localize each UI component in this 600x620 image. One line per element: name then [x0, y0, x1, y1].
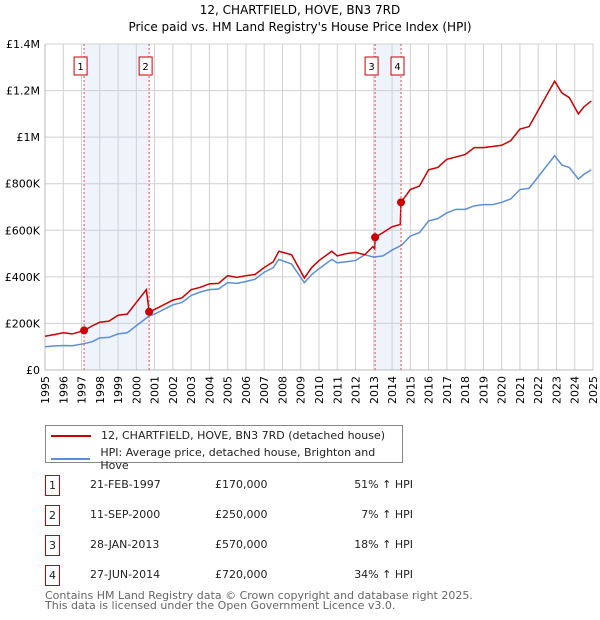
- footer-line-1: Contains HM Land Registry data © Crown c…: [45, 589, 473, 602]
- sale-point: [80, 326, 89, 335]
- sale-marker-box: [390, 56, 405, 76]
- property-price-line: [44, 79, 592, 337]
- x-tick-label: 2024: [569, 376, 582, 404]
- x-tick-label: 2013: [368, 376, 381, 404]
- legend-item-property: 12, CHARTFIELD, HOVE, BN3 7RD (detached …: [51, 429, 385, 442]
- x-tick-label: 2023: [550, 376, 563, 404]
- sale-price: £170,000: [215, 478, 268, 491]
- x-tick-label: 2012: [350, 376, 363, 404]
- sale-date: 11-SEP-2000: [90, 508, 161, 521]
- chart-subtitle: Price paid vs. HM Land Registry's House …: [128, 20, 471, 34]
- shaded-range: [375, 44, 402, 370]
- sale-price: £250,000: [215, 508, 268, 521]
- sale-number: 3: [45, 535, 60, 556]
- y-tick-label: £400K: [5, 271, 41, 284]
- x-tick-label: 2007: [258, 376, 271, 404]
- sale-marker-box: [73, 56, 88, 76]
- x-tick-label: 2002: [167, 376, 180, 404]
- x-tick-label: 1997: [76, 376, 89, 404]
- y-tick-label: £1.2M: [6, 85, 40, 98]
- x-tick-label: 1998: [94, 376, 107, 404]
- y-tick-label: £200K: [5, 317, 41, 330]
- y-tick-label: £0: [26, 364, 40, 377]
- sale-marker-label: 4: [394, 62, 400, 73]
- x-tick-label: 2005: [222, 376, 235, 404]
- footer-line-2: This data is licensed under the Open Gov…: [45, 599, 396, 612]
- x-tick-label: 2008: [276, 376, 289, 404]
- x-tick-label: 2021: [514, 376, 527, 404]
- price-chart: 12, CHARTFIELD, HOVE, BN3 7RD Price paid…: [5, 3, 600, 404]
- shaded-range: [84, 44, 150, 370]
- y-tick-label: £1M: [17, 131, 41, 144]
- y-tick-label: £1.4M: [6, 38, 40, 51]
- y-tick-label: £600K: [5, 224, 41, 237]
- sale-row: 4 27-JUN-2014 £720,000 34% ↑ HPI: [45, 565, 465, 586]
- sale-number: 1: [45, 475, 60, 496]
- x-tick-label: 2006: [240, 376, 253, 404]
- sale-marker-label: 2: [142, 62, 148, 73]
- x-tick-label: 2022: [532, 376, 545, 404]
- legend-label: 12, CHARTFIELD, HOVE, BN3 7RD (detached …: [101, 429, 386, 442]
- sale-number: 4: [45, 565, 60, 586]
- x-tick-label: 2004: [203, 376, 216, 404]
- x-tick-label: 1999: [112, 376, 125, 404]
- sale-point: [371, 233, 380, 242]
- x-tick-label: 2025: [587, 376, 600, 404]
- sale-hpi-diff: 51% ↑ HPI: [354, 478, 413, 491]
- y-tick-label: £800K: [5, 178, 41, 191]
- x-tick-label: 2011: [331, 376, 344, 404]
- x-tick-label: 2009: [295, 376, 308, 404]
- x-tick-label: 2000: [130, 376, 143, 404]
- sale-date: 21-FEB-1997: [90, 478, 161, 491]
- x-tick-label: 2001: [149, 376, 162, 404]
- x-tick-label: 2016: [423, 376, 436, 404]
- sale-price: £570,000: [215, 538, 268, 551]
- sale-marker-label: 3: [368, 62, 374, 73]
- sale-hpi-diff: 18% ↑ HPI: [354, 538, 413, 551]
- sale-hpi-diff: 7% ↑ HPI: [361, 508, 413, 521]
- legend-swatch-red: [51, 434, 91, 437]
- x-tick-label: 2010: [313, 376, 326, 404]
- x-tick-label: 2003: [185, 376, 198, 404]
- x-tick-label: 2019: [477, 376, 490, 404]
- x-tick-label: 2018: [459, 376, 472, 404]
- footer: Contains HM Land Registry data © Crown c…: [45, 589, 473, 612]
- x-tick-label: 2015: [404, 376, 417, 404]
- sale-marker-box: [138, 56, 153, 76]
- sale-marker-label: 1: [77, 62, 83, 73]
- x-tick-label: 2017: [441, 376, 454, 404]
- sale-point: [397, 198, 406, 207]
- chart-title: 12, CHARTFIELD, HOVE, BN3 7RD: [200, 3, 400, 17]
- legend: 12, CHARTFIELD, HOVE, BN3 7RD (detached …: [45, 425, 403, 472]
- sale-price: £720,000: [215, 568, 268, 581]
- x-tick-label: 1995: [39, 376, 52, 404]
- sale-row: 2 11-SEP-2000 £250,000 7% ↑ HPI: [45, 505, 465, 526]
- sale-row: 1 21-FEB-1997 £170,000 51% ↑ HPI: [45, 475, 465, 496]
- sale-marker-box: [364, 56, 379, 76]
- x-tick-label: 2020: [496, 376, 509, 404]
- legend-swatch-blue: [51, 458, 91, 460]
- hpi-line: [44, 154, 592, 348]
- sale-number: 2: [45, 505, 60, 526]
- sale-row: 3 28-JAN-2013 £570,000 18% ↑ HPI: [45, 535, 465, 556]
- sale-date: 27-JUN-2014: [90, 568, 161, 581]
- sale-date: 28-JAN-2013: [90, 538, 160, 551]
- x-tick-label: 1996: [57, 376, 70, 404]
- sale-hpi-diff: 34% ↑ HPI: [354, 568, 413, 581]
- legend-item-hpi: HPI: Average price, detached house, Brig…: [51, 446, 402, 472]
- sale-point: [145, 307, 154, 316]
- legend-label: HPI: Average price, detached house, Brig…: [100, 446, 376, 472]
- x-tick-label: 2014: [386, 376, 399, 404]
